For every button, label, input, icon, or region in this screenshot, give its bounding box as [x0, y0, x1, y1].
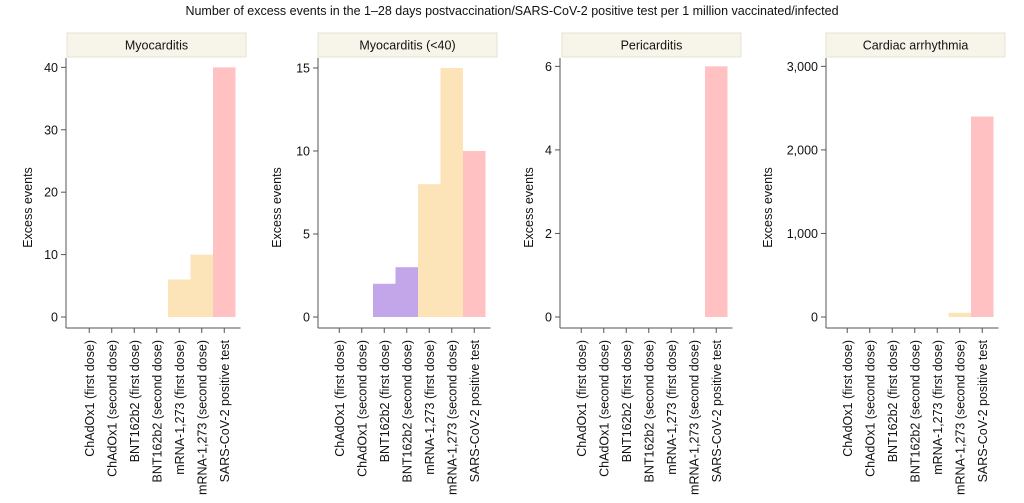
y-tick-label: 10 — [296, 144, 310, 158]
panel-title: Myocarditis — [125, 39, 188, 53]
x-tick-label: mRNA-1,273 (first dose) — [173, 340, 187, 475]
x-tick-label: mRNA-1,273 (second dose) — [687, 340, 701, 495]
x-tick-label: BNT162b2 (first dose) — [620, 340, 634, 462]
bar-sars-cov-2-positive-test — [705, 66, 728, 318]
x-tick-label: ChAdOx1 (second dose) — [105, 340, 119, 477]
x-tick-label: mRNA-1,273 (second dose) — [445, 340, 459, 495]
y-tick-label: 1,000 — [787, 227, 818, 241]
y-tick-label: 15 — [296, 61, 310, 75]
panel-title: Pericarditis — [621, 39, 683, 53]
panel-strip — [561, 32, 742, 58]
y-axis-title: Excess events — [522, 167, 536, 248]
y-tick-label: 2,000 — [787, 143, 818, 157]
x-tick-label: ChAdOx1 (second dose) — [355, 340, 369, 477]
y-tick-label: 6 — [545, 60, 552, 74]
x-tick-label: SARS-CoV-2 positive test — [710, 339, 724, 482]
x-tick-label: BNT162b2 (first dose) — [886, 340, 900, 462]
x-tick-label: SARS-CoV-2 positive test — [976, 339, 990, 482]
y-tick-label: 20 — [44, 186, 58, 200]
x-tick-label: BNT162b2 (second dose) — [150, 340, 164, 482]
panel-pericarditis: Pericarditis 0 2 4 6 Excess events ChAdOx1 (fi… — [522, 32, 742, 495]
y-tick-label: 10 — [44, 248, 58, 262]
y-tick-label: 0 — [303, 311, 310, 325]
y-tick-label: 2 — [545, 227, 552, 241]
y-tick-label: 40 — [44, 61, 58, 75]
panel-strip — [66, 32, 247, 58]
y-tick-label: 0 — [545, 311, 552, 325]
x-tick-label: ChAdOx1 (second dose) — [863, 340, 877, 477]
x-tick-label: BNT162b2 (second dose) — [642, 340, 656, 482]
panel-cardiac-arrhythmia: Cardiac arrhythmia 0 1,000 2,000 3,000 Excess… — [761, 32, 1006, 495]
bar-mrna-1-273-second-dose — [948, 312, 971, 317]
panel-title: Myocarditis (<40) — [359, 39, 455, 53]
y-tick-label: 3,000 — [787, 60, 818, 74]
x-tick-label: BNT162b2 (first dose) — [378, 340, 392, 462]
y-axis-title: Excess events — [270, 167, 284, 248]
x-tick-label: BNT162b2 (second dose) — [908, 340, 922, 482]
x-tick-label: mRNA-1,273 (second dose) — [953, 340, 967, 495]
x-tick-label: ChAdOx1 (first dose) — [333, 340, 347, 457]
y-tick-label: 0 — [51, 311, 58, 325]
x-tick-label: ChAdOx1 (first dose) — [841, 340, 855, 457]
x-tick-label: mRNA-1,273 (first dose) — [423, 340, 437, 475]
x-tick-label: BNT162b2 (first dose) — [128, 340, 142, 462]
y-tick-label: 4 — [545, 143, 552, 157]
bar-bnt162b2-first-dose — [373, 283, 396, 317]
panel-title: Cardiac arrhythmia — [863, 39, 969, 53]
x-tick-label: SARS-CoV-2 positive test — [218, 339, 232, 482]
y-tick-label: 5 — [303, 227, 310, 241]
x-tick-label: mRNA-1,273 (second dose) — [195, 340, 209, 495]
panel-strip — [317, 32, 498, 58]
bar-sars-cov-2-positive-test — [463, 150, 486, 317]
bar-mrna-1-273-first-dose — [168, 279, 191, 317]
bar-mrna-1-273-first-dose — [418, 184, 441, 317]
bar-bnt162b2-second-dose — [395, 267, 418, 317]
x-tick-label: SARS-CoV-2 positive test — [468, 339, 482, 482]
x-tick-label: mRNA-1,273 (first dose) — [665, 340, 679, 475]
x-tick-label: ChAdOx1 (first dose) — [83, 340, 97, 457]
bar-mrna-1-273-second-dose — [440, 67, 463, 317]
y-axis-title: Excess events — [21, 167, 35, 248]
y-tick-label: 0 — [811, 311, 818, 325]
panel-strip — [825, 32, 1006, 58]
panel-myocarditis: Myocarditis 0 10 20 30 40 Excess events ChAdOx1… — [21, 32, 247, 495]
x-tick-label: ChAdOx1 (second dose) — [597, 340, 611, 477]
x-tick-label: ChAdOx1 (first dose) — [575, 340, 589, 457]
figure-title: Number of excess events in the 1–28 days… — [185, 4, 839, 18]
x-tick-label: BNT162b2 (second dose) — [400, 340, 414, 482]
bar-sars-cov-2-positive-test — [213, 67, 236, 317]
bar-sars-cov-2-positive-test — [971, 116, 994, 317]
panel-myocarditis-40: Myocarditis (<40) 0 5 10 15 Excess events ChAd… — [270, 32, 498, 495]
bar-mrna-1-273-second-dose — [190, 254, 213, 317]
y-tick-label: 30 — [44, 123, 58, 137]
x-tick-label: mRNA-1,273 (first dose) — [931, 340, 945, 475]
y-axis-title: Excess events — [761, 167, 775, 248]
